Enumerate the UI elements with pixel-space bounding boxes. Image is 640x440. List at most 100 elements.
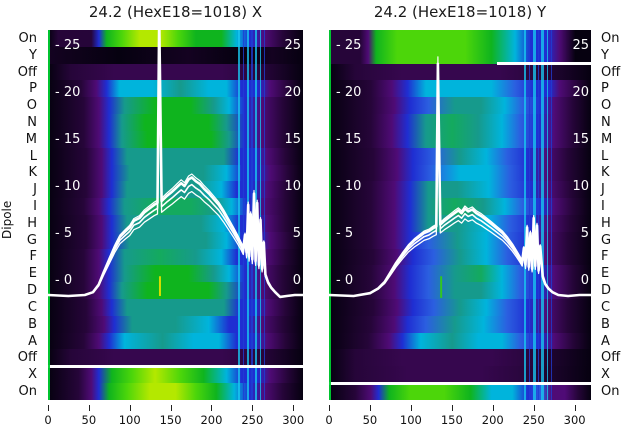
row-label: Off (0, 64, 40, 81)
x-tick-label: 150 (159, 413, 182, 427)
row-label-text: M (601, 131, 613, 147)
inner-tick-label-right: 10 (284, 178, 301, 194)
x-tick-label: 200 (200, 413, 223, 427)
inner-tick-label-right: 5 (580, 225, 589, 241)
x-tick-mark (451, 405, 453, 411)
row-label: D (0, 282, 40, 299)
row-label: M (0, 131, 40, 148)
row-label: H (0, 215, 40, 232)
row-label: P (599, 80, 639, 97)
inner-tick-label-left: - 20 (336, 84, 362, 100)
inner-tick-label-right: 20 (572, 84, 589, 100)
row-label: O (0, 97, 40, 114)
row-label: On (599, 383, 639, 400)
row-label-text: On (601, 30, 620, 46)
inner-tick-label-right: 25 (572, 37, 589, 53)
row-label-text: P (29, 81, 37, 97)
row-label: On (0, 30, 40, 47)
vertical-stripe (242, 30, 245, 400)
inner-tick-label-left: - 5 (336, 225, 354, 241)
row-label-text: C (601, 299, 611, 315)
vertical-stripe (533, 30, 536, 400)
row-label-text: On (18, 383, 37, 399)
inner-tick-label-right: 5 (292, 225, 301, 241)
profile-curve-y (329, 56, 591, 298)
inner-tick-label-left: - 10 (336, 178, 362, 194)
x-tick-label: 150 (440, 413, 463, 427)
x-tick-mark (574, 405, 576, 411)
row-label-text: X (601, 367, 610, 383)
row-label: E (599, 265, 639, 282)
row-label: A (599, 333, 639, 350)
x-tick-label: 50 (81, 413, 97, 427)
x-tick-label: 300 (563, 413, 586, 427)
row-label: Off (599, 349, 639, 366)
profile-trace (329, 90, 591, 297)
x-tick-mark (293, 405, 295, 411)
row-label: J (0, 181, 40, 198)
row-label-text: Off (17, 350, 37, 366)
x-tick-mark (369, 405, 371, 411)
profile-curve-x (48, 30, 303, 299)
row-label-text: A (28, 333, 37, 349)
row-label: J (599, 181, 639, 198)
inner-tick-label-left: - 0 (336, 272, 354, 288)
row-label-text: C (27, 299, 37, 315)
row-label: P (0, 80, 40, 97)
inner-tick-label-right: 0 (580, 272, 589, 288)
row-label-text: I (33, 199, 37, 215)
row-label: F (599, 249, 639, 266)
row-label: On (599, 30, 639, 47)
row-label: D (599, 282, 639, 299)
row-labels-right: On Y Off P O N M L K J I H G F E D C B A Off X On (599, 30, 639, 400)
x-tick-mark (88, 405, 90, 411)
inner-tick-label-right: 0 (292, 272, 301, 288)
row-label: F (0, 249, 40, 266)
row-label-text: J (601, 182, 605, 198)
x-tick-label: 250 (522, 413, 545, 427)
row-gap (48, 364, 303, 368)
row-label: C (599, 299, 639, 316)
row-label-text: On (18, 30, 37, 46)
row-label-text: On (601, 383, 620, 399)
edge-marker-line (48, 30, 50, 400)
row-label-text: D (26, 283, 37, 299)
edge-marker-line (329, 30, 331, 400)
row-label-text: F (29, 249, 37, 265)
row-label-text: J (33, 182, 37, 198)
x-tick-mark (129, 405, 131, 411)
row-gap (329, 381, 591, 385)
row-label: C (0, 299, 40, 316)
row-label-text: L (601, 148, 609, 164)
row-label-text: H (601, 215, 611, 231)
row-label: A (0, 333, 40, 350)
inner-tick-label-left: - 0 (55, 272, 73, 288)
row-label-text: G (26, 232, 37, 248)
row-label-text: K (28, 165, 37, 181)
x-tick-label: 300 (282, 413, 305, 427)
heatmap-panel-x: - 25 25 - 20 20 - 15 15 - 10 10 - 5 5 - 0 0 (48, 30, 303, 400)
row-label-text: H (27, 215, 37, 231)
row-label-text: G (601, 232, 612, 248)
x-tick-mark (252, 405, 254, 411)
row-label-text: N (601, 114, 611, 130)
row-label-text: Y (29, 47, 37, 63)
row-label: G (0, 232, 40, 249)
panel-x-title: 24.2 (HexE18=1018) X (88, 3, 263, 21)
row-labels-left: On Y Off P O N M L K J I H G F E D C B A Off X On (0, 30, 40, 400)
vertical-stripe (237, 30, 240, 400)
row-label: M (599, 131, 639, 148)
row-label: Off (0, 349, 40, 366)
x-tick-mark (533, 405, 535, 411)
row-label-text: Off (17, 64, 37, 80)
inner-tick-label-left: - 15 (336, 131, 362, 147)
inner-tick-label-right: 10 (572, 178, 589, 194)
row-label-text: O (601, 98, 612, 114)
row-label: H (599, 215, 639, 232)
inner-tick-label-right: 25 (284, 37, 301, 53)
row-label: X (0, 366, 40, 383)
x-tick-mark (329, 405, 330, 411)
profile-trace (48, 30, 303, 298)
x-tick-label: 0 (44, 413, 52, 427)
x-tick-label: 200 (481, 413, 504, 427)
